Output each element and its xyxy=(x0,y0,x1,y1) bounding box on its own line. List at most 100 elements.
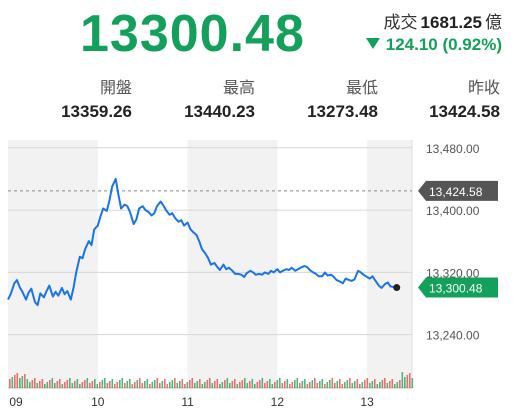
volume-bar xyxy=(319,381,321,388)
volume-bar xyxy=(154,380,156,388)
volume-bar xyxy=(29,382,31,388)
volume-bar xyxy=(331,378,334,388)
volume-bar xyxy=(329,380,331,388)
volume-bar xyxy=(89,383,91,388)
volume-bar xyxy=(236,384,239,388)
y-tick-label: 13,320.00 xyxy=(426,266,480,280)
volume-bar xyxy=(281,383,284,388)
stat-open-label: 開盤 xyxy=(99,80,132,97)
volume-bar xyxy=(184,384,186,388)
volume-bar xyxy=(296,378,299,388)
volume-bar xyxy=(159,383,161,388)
x-tick-label: 10 xyxy=(91,395,105,409)
volume-bar xyxy=(134,382,136,388)
volume-bar xyxy=(204,382,206,388)
stat-low: 最低 13273.48 xyxy=(258,74,378,122)
volume-bar xyxy=(141,383,144,388)
volume-bar xyxy=(404,377,406,388)
volume-bar xyxy=(96,384,99,388)
stat-prev-close-value: 13424.58 xyxy=(429,102,500,121)
volume-bar xyxy=(256,382,259,388)
x-tick-label: 11 xyxy=(181,395,194,409)
volume-bar xyxy=(74,381,76,388)
volume-bar xyxy=(149,384,151,388)
volume-bar xyxy=(354,381,356,388)
volume-bar xyxy=(76,379,79,388)
volume-bar xyxy=(121,378,124,388)
volume-bar xyxy=(316,383,319,388)
volume-bar xyxy=(151,382,154,388)
prev-close-tag xyxy=(418,180,498,201)
volume-bar xyxy=(369,383,371,388)
volume-bar xyxy=(279,378,281,388)
volume-bar xyxy=(206,380,209,388)
price-line xyxy=(7,177,397,307)
last-price-dot xyxy=(393,284,401,292)
last-price-label: 13,300.48 xyxy=(429,282,483,296)
volume-bar xyxy=(389,381,391,388)
volume-bar xyxy=(114,384,116,388)
volume-bar xyxy=(39,381,41,388)
volume-bar xyxy=(286,379,289,388)
volume-bar xyxy=(71,383,74,388)
volume-bar xyxy=(51,378,54,388)
volume-bar xyxy=(226,378,229,388)
volume-bar xyxy=(186,382,189,388)
down-triangle-icon xyxy=(365,38,380,49)
volume-bar xyxy=(321,379,324,388)
volume-bar xyxy=(406,375,409,388)
volume-bar xyxy=(299,383,301,388)
volume-bar xyxy=(196,381,199,388)
volume-bar xyxy=(111,379,114,388)
volume-bar xyxy=(156,378,159,388)
volume-bar xyxy=(216,379,219,388)
volume-bar xyxy=(399,380,401,388)
volume-bar xyxy=(161,381,164,388)
volume-bar xyxy=(326,382,329,388)
volume-bar xyxy=(86,378,89,388)
volume-bar xyxy=(36,383,39,388)
volume-bar xyxy=(106,383,109,388)
volume-bar xyxy=(336,381,339,388)
volume-bar xyxy=(171,380,174,388)
volume-bar xyxy=(294,380,296,388)
volume-bar xyxy=(201,384,204,388)
hour-band xyxy=(187,140,278,388)
volume-bar xyxy=(84,380,86,388)
volume-bar xyxy=(364,380,366,388)
volume-bar xyxy=(209,378,211,388)
volume-bar xyxy=(49,380,51,388)
volume-bar xyxy=(301,381,304,388)
volume-bar xyxy=(246,383,249,388)
volume-bar xyxy=(344,382,346,388)
volume-bar xyxy=(274,382,276,388)
volume-bar xyxy=(34,378,36,388)
volume-bar xyxy=(306,384,309,388)
x-tick-label: 13 xyxy=(360,395,374,409)
volume-bar xyxy=(391,379,394,388)
volume-bar xyxy=(146,379,149,388)
volume-bar xyxy=(271,384,274,388)
volume-bar xyxy=(409,373,411,388)
volume-bar xyxy=(54,383,56,388)
volume-bar xyxy=(276,380,279,388)
volume-bar xyxy=(119,380,121,388)
volume-bar xyxy=(314,378,316,388)
volume-bar xyxy=(179,381,181,388)
volume-bar xyxy=(401,372,404,388)
volume-bar xyxy=(251,379,254,388)
volume-label: 成交 xyxy=(383,13,418,32)
volume-bar xyxy=(386,383,389,388)
volume-bar xyxy=(189,380,191,388)
change-value: 124.10 (0.92%) xyxy=(385,35,502,54)
volume-bar xyxy=(61,384,64,388)
volume: 成交 1681.25 億 xyxy=(384,8,502,33)
volume-bar xyxy=(361,382,364,388)
volume-bar xyxy=(351,383,354,388)
volume-value: 1681.25 xyxy=(420,13,482,32)
last-price-tag xyxy=(418,277,498,298)
volume-bar xyxy=(199,379,201,388)
volume-bar xyxy=(126,381,129,388)
volume-unit: 億 xyxy=(485,13,502,32)
change: 124.10 (0.92%) xyxy=(365,35,502,55)
